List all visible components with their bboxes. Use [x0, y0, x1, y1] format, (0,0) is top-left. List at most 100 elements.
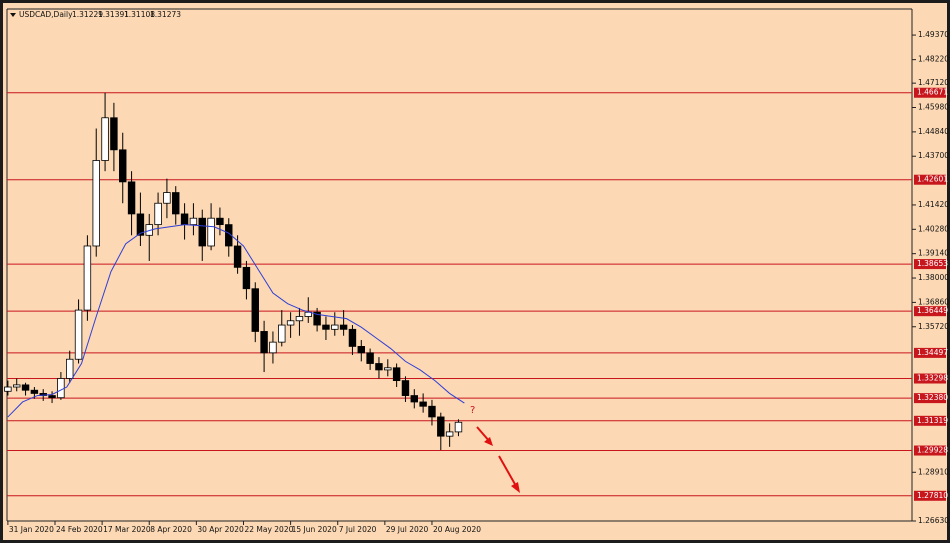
- candle-body: [392, 367, 401, 382]
- level-label: 1.32380: [917, 393, 948, 402]
- level-label: 1.31319: [917, 416, 948, 425]
- level-label: 1.33298: [917, 374, 948, 383]
- y-tick-label: 1.45980: [918, 103, 949, 112]
- candle-body: [357, 346, 365, 354]
- candle-body: [83, 245, 92, 311]
- candle-body: [4, 386, 12, 392]
- level-label-box: [914, 259, 946, 270]
- candle-body: [242, 266, 251, 290]
- candle-body: [101, 117, 109, 161]
- candle-body: [428, 405, 436, 418]
- level-label-box: [914, 445, 946, 456]
- candle-body: [286, 320, 295, 326]
- candle-body: [269, 341, 277, 354]
- level-label-box: [914, 174, 946, 185]
- candle-body: [66, 358, 74, 379]
- candle-body: [110, 117, 118, 151]
- level-label-box: [914, 306, 946, 317]
- candle-body: [30, 389, 39, 394]
- candle-body: [189, 217, 198, 226]
- level-label: 1.46671: [917, 88, 948, 97]
- candle-body: [348, 328, 357, 347]
- arrow-head: [511, 482, 520, 493]
- y-tick-label: 1.41420: [918, 200, 949, 209]
- header-value: 1.31391: [98, 10, 129, 19]
- candle-body: [216, 217, 224, 226]
- annotation: ?: [470, 405, 475, 416]
- level-label: 1.36449: [917, 306, 948, 315]
- y-tick-label: 1.38000: [918, 273, 949, 282]
- level-label: 1.27810: [917, 491, 948, 500]
- candle-body: [339, 324, 348, 330]
- x-tick-label: 7 Jul 2020: [339, 525, 377, 534]
- level-label: 1.34497: [917, 348, 948, 357]
- arrow-head: [484, 437, 493, 446]
- candle-body: [419, 401, 427, 407]
- candle-body: [198, 217, 206, 247]
- candle-body: [136, 213, 145, 236]
- y-tick-label: 1.44840: [918, 127, 949, 136]
- header-value: 1.31229: [72, 10, 103, 19]
- y-tick-label: 1.35720: [918, 322, 949, 331]
- level-label-box: [914, 490, 946, 501]
- y-tick-label: 1.40280: [918, 224, 949, 233]
- candle-body: [127, 181, 136, 215]
- x-tick-label: 15 Jun 2020: [292, 525, 337, 534]
- candle-body: [57, 378, 65, 399]
- candle-body: [74, 309, 83, 360]
- candle-body: [445, 431, 454, 437]
- candle-body: [384, 367, 392, 371]
- level-label-box: [914, 393, 946, 404]
- x-tick-label: 29 Jul 2020: [386, 525, 429, 534]
- y-tick-label: 1.39140: [918, 249, 949, 258]
- candle-body: [322, 324, 330, 330]
- candle-body: [401, 380, 410, 396]
- plot: [4, 92, 912, 497]
- x-tick-label: 22 May 2020: [244, 525, 293, 534]
- candle-body: [163, 192, 171, 204]
- y-tick-label: 1.36860: [918, 297, 949, 306]
- candle-body: [278, 324, 286, 343]
- candle-body: [437, 416, 445, 437]
- y-tick-label: 1.43700: [918, 151, 949, 160]
- candle-body: [48, 395, 56, 399]
- candle-body: [207, 217, 215, 247]
- candle-body: [410, 395, 419, 403]
- y-tick-label: 1.47120: [918, 78, 949, 87]
- chart-title: USDCAD,Daily: [19, 10, 73, 19]
- level-label-box: [914, 347, 946, 358]
- candle-body: [331, 324, 339, 330]
- x-tick-label: 17 Mar 2020: [103, 525, 151, 534]
- x-tick-label: 31 Jan 2020: [9, 525, 54, 534]
- candle-body: [251, 288, 259, 332]
- header-value: 1.31273: [150, 10, 181, 19]
- arrow: [498, 455, 517, 487]
- x-tick-label: 24 Feb 2020: [56, 525, 103, 534]
- moving-average: [7, 224, 465, 418]
- y-tick-label: 1.26630: [918, 516, 949, 525]
- level-label-box: [914, 373, 946, 384]
- x-tick-label: 30 Apr 2020: [197, 525, 244, 534]
- x-tick-label: 20 Aug 2020: [433, 525, 481, 534]
- candle-body: [366, 352, 374, 364]
- x-tick-label: 8 Apr 2020: [150, 525, 192, 534]
- candle-body: [119, 149, 127, 183]
- header-value: 1.31108: [124, 10, 155, 19]
- level-label-box: [914, 87, 946, 98]
- candle-body: [313, 311, 321, 326]
- candle-body: [295, 316, 304, 322]
- level-label: 1.29928: [917, 446, 948, 455]
- candle-body: [21, 384, 30, 391]
- candle-body: [233, 245, 242, 268]
- candle-body: [172, 192, 180, 215]
- y-tick-label: 1.28910: [918, 467, 949, 476]
- candle-body: [92, 160, 100, 247]
- candle-body: [13, 384, 21, 388]
- y-tick-label: 1.48220: [918, 55, 949, 64]
- menu-icon[interactable]: [10, 13, 16, 17]
- candle-body: [225, 224, 233, 247]
- level-label: 1.38653: [917, 259, 948, 268]
- level-label-box: [914, 415, 946, 426]
